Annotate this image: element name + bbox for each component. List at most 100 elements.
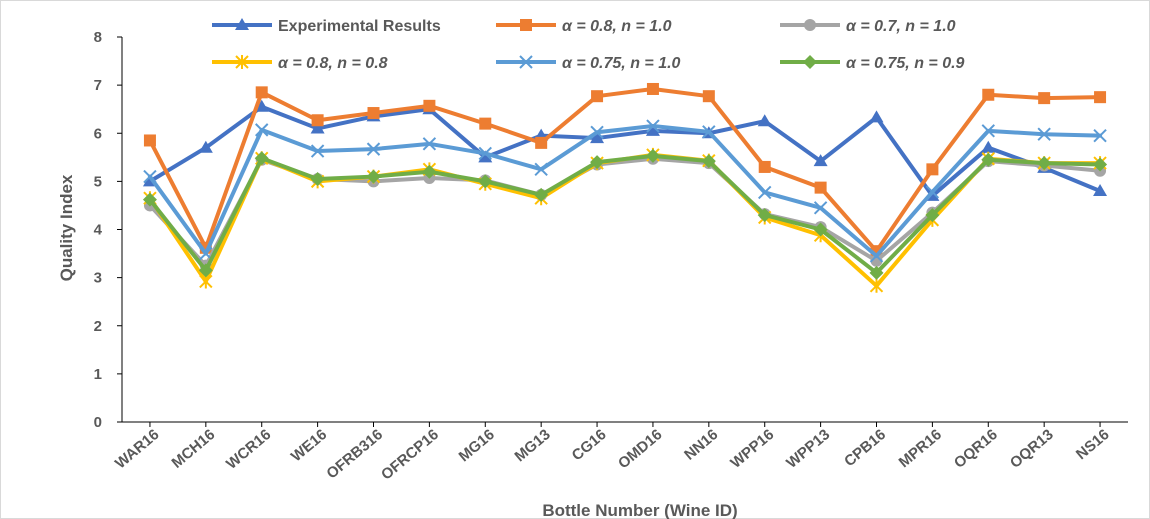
data-point xyxy=(199,246,213,261)
data-point xyxy=(814,181,827,194)
y-tick-label: 6 xyxy=(94,125,102,142)
y-tick-label: 2 xyxy=(94,318,102,335)
y-tick-label: 5 xyxy=(94,173,102,190)
data-point xyxy=(310,171,325,186)
data-point xyxy=(1093,184,1108,196)
legend-item: Experimental Results xyxy=(212,18,441,35)
data-point xyxy=(310,121,325,134)
data-point xyxy=(981,124,995,138)
data-point xyxy=(813,222,828,237)
series-2 xyxy=(143,82,1107,258)
data-point xyxy=(645,148,660,163)
data-point xyxy=(813,201,828,215)
data-point xyxy=(255,123,269,137)
legend-item: α = 0.7, n = 1.0 xyxy=(780,18,956,35)
data-point xyxy=(198,140,213,153)
series-line xyxy=(147,124,1103,258)
data-point xyxy=(869,265,884,280)
legend-item: α = 0.75, n = 0.9 xyxy=(780,55,965,72)
data-point xyxy=(366,169,381,184)
data-point xyxy=(757,208,772,223)
data-point xyxy=(926,163,939,176)
legend-label: α = 0.8, n = 0.8 xyxy=(278,55,388,72)
data-point xyxy=(590,131,605,144)
data-point xyxy=(535,136,548,149)
legend-label: α = 0.7, n = 1.0 xyxy=(846,18,956,35)
legend-marker xyxy=(804,19,816,31)
data-point xyxy=(254,151,269,166)
data-point xyxy=(1094,91,1107,104)
legend-label: α = 0.8, n = 1.0 xyxy=(562,18,672,35)
data-point xyxy=(981,140,996,153)
series-6 xyxy=(142,148,1108,280)
data-point xyxy=(1038,92,1051,105)
data-point xyxy=(701,154,716,169)
x-axis-title: Bottle Number (Wine ID) xyxy=(542,501,737,519)
data-point xyxy=(590,125,604,139)
data-point xyxy=(645,123,660,136)
data-point xyxy=(311,114,324,127)
data-point xyxy=(813,154,828,167)
data-point xyxy=(757,114,772,127)
legend-marker xyxy=(235,18,249,30)
data-point xyxy=(478,150,493,163)
data-point xyxy=(646,82,659,95)
legend-item: α = 0.8, n = 1.0 xyxy=(496,18,672,35)
data-point xyxy=(534,162,548,177)
data-point xyxy=(869,278,884,293)
data-point xyxy=(702,125,716,139)
data-point xyxy=(534,187,549,202)
data-point xyxy=(925,208,940,223)
data-point xyxy=(422,164,437,179)
data-point xyxy=(255,86,268,99)
y-tick-label: 8 xyxy=(94,29,102,46)
data-point xyxy=(423,99,436,112)
data-point xyxy=(143,169,157,184)
data-point xyxy=(367,107,380,120)
legend-label: α = 0.75, n = 0.9 xyxy=(846,55,965,72)
data-point xyxy=(254,99,269,112)
y-axis-title: Quality Index xyxy=(57,174,76,281)
data-point xyxy=(758,185,772,200)
series-5 xyxy=(143,119,1107,263)
y-tick-label: 4 xyxy=(94,222,103,239)
legend-label: Experimental Results xyxy=(278,18,441,35)
data-point xyxy=(702,90,715,103)
data-point xyxy=(310,144,325,158)
legend-marker xyxy=(520,19,532,31)
series-line xyxy=(147,86,1103,254)
data-point xyxy=(982,88,995,101)
legend-label: α = 0.75, n = 1.0 xyxy=(562,55,681,72)
y-tick-label: 3 xyxy=(94,270,102,287)
data-point xyxy=(478,174,493,189)
y-tick-label: 1 xyxy=(94,366,102,383)
data-point xyxy=(591,90,604,103)
legend-marker xyxy=(803,55,817,69)
data-point xyxy=(478,146,492,161)
data-point xyxy=(1093,128,1107,143)
data-point xyxy=(981,152,996,167)
data-point xyxy=(366,142,381,156)
data-point xyxy=(1037,156,1052,171)
data-point xyxy=(1037,127,1051,141)
data-point xyxy=(758,160,771,173)
y-tick-label: 0 xyxy=(94,414,102,431)
data-point xyxy=(869,249,884,263)
data-point xyxy=(198,263,213,278)
data-point xyxy=(479,117,492,130)
data-point xyxy=(1093,157,1108,172)
legend-item: α = 0.8, n = 0.8 xyxy=(212,55,388,72)
data-point xyxy=(143,134,156,147)
data-point xyxy=(422,137,437,151)
series-line xyxy=(147,104,1103,198)
legend-marker xyxy=(235,55,249,69)
legend-item: α = 0.75, n = 1.0 xyxy=(496,55,681,72)
series-line xyxy=(147,153,1103,275)
data-point xyxy=(142,192,157,207)
data-point xyxy=(925,185,940,199)
legend-marker xyxy=(519,55,533,69)
data-point xyxy=(590,155,605,170)
data-point xyxy=(869,110,884,123)
